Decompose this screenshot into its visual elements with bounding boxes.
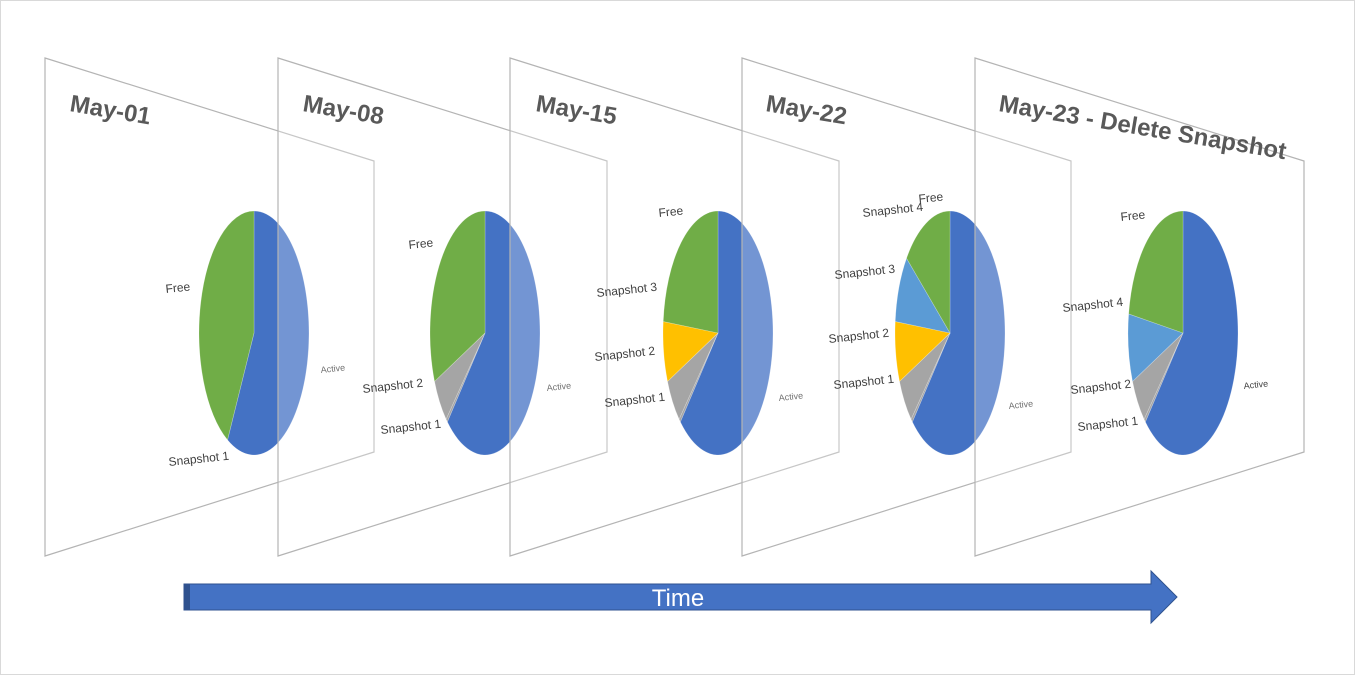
pie-slice-active <box>447 210 541 456</box>
pie-slice-snapshot2 <box>1132 332 1184 420</box>
pie-slice-snapshot1 <box>910 332 951 423</box>
slice-label-free: Free <box>1120 207 1146 224</box>
slice-label-free: Free <box>918 189 944 206</box>
slice-label-active: Active <box>546 380 571 393</box>
pie-slice-free <box>906 210 951 335</box>
pie-slice-free <box>662 210 719 334</box>
pie-slice-active <box>680 210 774 456</box>
time-label: Time <box>652 585 704 612</box>
pie-slice-snapshot3 <box>662 321 719 383</box>
slice-label-snapshot-2: Snapshot 2 <box>362 376 424 396</box>
slice-label-snapshot-2: Snapshot 2 <box>1070 377 1132 397</box>
pie-slice-free <box>198 210 255 441</box>
panel-may-01: May-01ActiveFreeSnapshot 1 <box>44 57 375 557</box>
time-arrow: Time <box>183 569 1178 625</box>
pie-slice-snapshot4 <box>1127 313 1184 383</box>
slice-label-active: Active <box>1243 378 1268 391</box>
slice-label-snapshot-3: Snapshot 3 <box>834 262 896 282</box>
pie-slice-snapshot1 <box>445 332 486 423</box>
slice-label-active: Active <box>1008 398 1033 411</box>
slice-label-snapshot-4: Snapshot 4 <box>1062 295 1124 315</box>
slice-label-free: Free <box>658 203 684 220</box>
pie-slice-free <box>429 210 486 383</box>
slice-label-snapshot-4: Snapshot 4 <box>862 200 924 220</box>
pie-slice-free <box>1128 210 1184 334</box>
pie-slice-snapshot1 <box>1143 332 1184 423</box>
time-arrow-tail-edge <box>184 584 190 610</box>
pie-slice-snapshot2 <box>434 332 486 420</box>
pie-slice-active <box>1145 210 1239 456</box>
pie-slice-active <box>227 210 310 456</box>
slice-label-snapshot-1: Snapshot 1 <box>1077 414 1139 434</box>
slice-label-snapshot-1: Snapshot 1 <box>833 372 895 392</box>
pie-slice-snapshot3 <box>894 321 951 383</box>
slice-label-snapshot-3: Snapshot 3 <box>596 280 658 300</box>
pie-slice-snapshot1 <box>678 332 719 423</box>
slice-label-snapshot-2: Snapshot 2 <box>594 344 656 364</box>
pie-slice-snapshot2 <box>899 332 951 420</box>
slice-label-snapshot-1: Snapshot 1 <box>168 449 230 469</box>
slice-label-snapshot-1: Snapshot 1 <box>604 390 666 410</box>
pie-slice-snapshot2 <box>667 332 719 420</box>
slice-label-snapshot-1: Snapshot 1 <box>380 417 442 437</box>
slice-label-free: Free <box>165 279 191 296</box>
slice-label-active: Active <box>320 362 345 375</box>
slice-label-snapshot-2: Snapshot 2 <box>828 326 890 346</box>
pie-slice-snapshot4 <box>894 257 951 334</box>
slice-label-active: Active <box>778 390 803 403</box>
slice-label-free: Free <box>408 235 434 252</box>
pie-slice-active <box>912 210 1006 456</box>
panels-layer: May-01ActiveFreeSnapshot 1May-08ActiveSn… <box>44 57 1305 557</box>
time-arrow-shape <box>183 569 1178 625</box>
